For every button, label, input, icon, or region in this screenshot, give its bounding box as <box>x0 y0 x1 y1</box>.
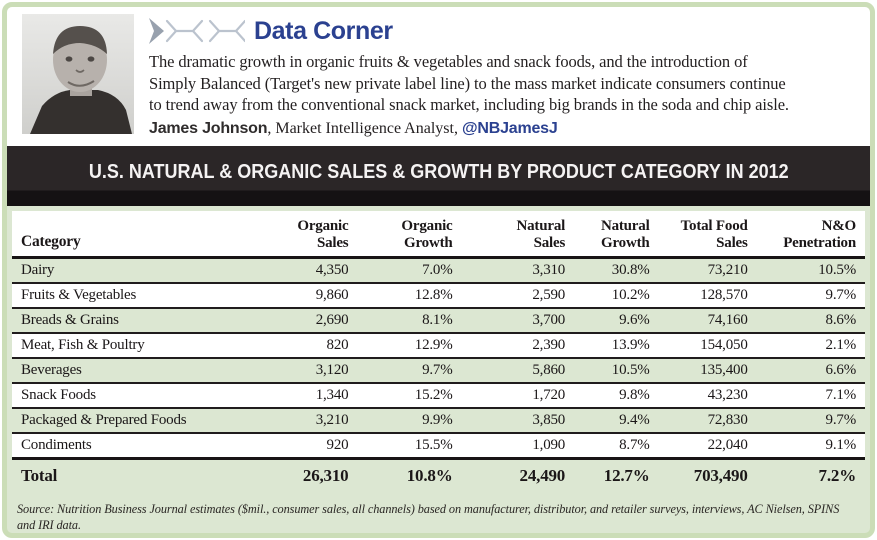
cell-natural-sales: 1,090 <box>532 437 566 453</box>
data-table: Category Organic Sales Organic Growth Natu… <box>12 211 865 490</box>
cell-organic-sales: 26,310 <box>302 466 349 485</box>
cell-natural-sales: 3,700 <box>532 312 566 328</box>
author-photo <box>22 14 134 134</box>
cell-penetration: 10.5% <box>818 262 856 278</box>
cell-total-food-sales: 128,570 <box>700 287 748 303</box>
cell-organic-growth: 10.8% <box>406 466 453 485</box>
section-banner: U.S. NATURAL & ORGANIC SALES & GROWTH BY… <box>7 146 870 206</box>
cell-penetration: 6.6% <box>825 362 857 378</box>
table-header-row: Category Organic Sales Organic Growth Natu… <box>12 211 865 259</box>
page-title: Data Corner <box>254 16 393 45</box>
footnote-line-1: Source: Nutrition Business Journal estim… <box>17 502 840 532</box>
table-row-breads-grains: Breads & Grains 2,690 8.1% 3,700 9.6% 74… <box>12 308 865 333</box>
cell-penetration: 8.6% <box>825 312 857 328</box>
column-header-penetration: N&O Penetration <box>756 211 865 259</box>
cell-natural-growth: 9.6% <box>619 312 650 328</box>
cell-category: Total <box>21 466 58 485</box>
column-header-total-food-sales: Total Food Sales <box>658 211 757 259</box>
bowtie-strand-icon <box>149 16 245 46</box>
cell-category: Fruits & Vegetables <box>21 287 137 303</box>
cell-organic-sales: 4,350 <box>315 262 349 278</box>
cell-total-food-sales: 72,830 <box>707 412 748 428</box>
cell-category: Meat, Fish & Poultry <box>21 337 145 353</box>
cell-category: Dairy <box>21 262 55 278</box>
byline: James Johnson, Market Intelligence Analy… <box>149 120 870 138</box>
cell-total-food-sales: 74,160 <box>707 312 748 328</box>
twitter-handle-link[interactable]: @NBJamesJ <box>461 119 558 137</box>
cell-organic-sales: 820 <box>326 337 349 353</box>
header-panel: Data Corner The dramatic growth in organ… <box>7 7 870 146</box>
cell-total-food-sales: 703,490 <box>693 466 748 485</box>
table-row-fruits-vegetables: Fruits & Vegetables 9,860 12.8% 2,590 10… <box>12 283 865 308</box>
byline-author-name: James Johnson <box>149 119 268 137</box>
cell-natural-growth: 10.5% <box>611 362 650 378</box>
column-header-category: Category <box>12 211 268 259</box>
table-row-packaged-prepared-foods: Packaged & Prepared Foods 3,210 9.9% 3,8… <box>12 408 865 433</box>
cell-natural-sales: 3,310 <box>532 262 566 278</box>
byline-author-role: , Market Intelligence Analyst, <box>267 119 462 137</box>
cell-natural-growth: 8.7% <box>619 437 650 453</box>
cell-natural-sales: 2,590 <box>532 287 566 303</box>
cell-organic-sales: 1,340 <box>315 387 349 403</box>
cell-organic-sales: 3,210 <box>315 412 349 428</box>
cell-organic-growth: 12.9% <box>414 337 453 353</box>
table-row-total: Total 26,310 10.8% 24,490 12.7% 703,490 … <box>12 458 865 490</box>
cell-organic-growth: 15.5% <box>414 437 453 453</box>
cell-category: Condiments <box>21 437 92 453</box>
intro-paragraph: The dramatic growth in organic fruits & … <box>149 52 789 114</box>
cell-natural-growth: 30.8% <box>611 262 650 278</box>
cell-penetration: 7.2% <box>818 466 857 485</box>
cell-natural-sales: 24,490 <box>519 466 566 485</box>
table-area: Category Organic Sales Organic Growth Natu… <box>12 211 865 490</box>
cell-penetration: 7.1% <box>825 387 857 403</box>
header-text-block: Data Corner The dramatic growth in organ… <box>149 7 870 146</box>
cell-organic-growth: 8.1% <box>422 312 453 328</box>
cell-penetration: 9.1% <box>825 437 857 453</box>
cell-organic-growth: 9.9% <box>422 412 453 428</box>
cell-natural-growth: 10.2% <box>611 287 650 303</box>
column-header-organic-sales: Organic Sales <box>267 211 358 259</box>
cell-total-food-sales: 135,400 <box>700 362 748 378</box>
cell-category: Snack Foods <box>21 387 96 403</box>
table-row-beverages: Beverages 3,120 9.7% 5,860 10.5% 135,400… <box>12 358 865 383</box>
cell-total-food-sales: 43,230 <box>707 387 748 403</box>
cell-natural-sales: 2,390 <box>532 337 566 353</box>
cell-natural-growth: 9.8% <box>619 387 650 403</box>
column-header-organic-growth: Organic Growth <box>357 211 462 259</box>
cell-category: Packaged & Prepared Foods <box>21 412 187 428</box>
column-header-natural-sales: Natural Sales <box>461 211 575 259</box>
footnote-line-2: Penetration indicates each natural and o… <box>17 533 856 538</box>
cell-total-food-sales: 73,210 <box>707 262 748 278</box>
cell-natural-sales: 3,850 <box>532 412 566 428</box>
cell-natural-growth: 13.9% <box>611 337 650 353</box>
cell-organic-sales: 3,120 <box>315 362 349 378</box>
cell-natural-growth: 12.7% <box>603 466 650 485</box>
cell-organic-sales: 2,690 <box>315 312 349 328</box>
cell-organic-sales: 920 <box>326 437 349 453</box>
cell-natural-growth: 9.4% <box>619 412 650 428</box>
cell-organic-growth: 7.0% <box>422 262 453 278</box>
cell-penetration: 2.1% <box>825 337 857 353</box>
table-row-snack-foods: Snack Foods 1,340 15.2% 1,720 9.8% 43,23… <box>12 383 865 408</box>
cell-organic-growth: 15.2% <box>414 387 453 403</box>
cell-organic-growth: 9.7% <box>422 362 453 378</box>
cell-organic-sales: 9,860 <box>315 287 349 303</box>
cell-organic-growth: 12.8% <box>414 287 453 303</box>
banner-title: U.S. NATURAL & ORGANIC SALES & GROWTH BY… <box>88 160 789 183</box>
source-footnote: Source: Nutrition Business Journal estim… <box>7 490 870 538</box>
cell-total-food-sales: 22,040 <box>707 437 748 453</box>
table-row-condiments: Condiments 920 15.5% 1,090 8.7% 22,040 9… <box>12 433 865 459</box>
cell-category: Beverages <box>21 362 82 378</box>
cell-natural-sales: 5,860 <box>532 362 566 378</box>
cell-category: Breads & Grains <box>21 312 119 328</box>
table-row-dairy: Dairy 4,350 7.0% 3,310 30.8% 73,210 10.5… <box>12 257 865 283</box>
cell-penetration: 9.7% <box>825 412 857 428</box>
cell-total-food-sales: 154,050 <box>700 337 748 353</box>
cell-penetration: 9.7% <box>825 287 857 303</box>
cell-natural-sales: 1,720 <box>532 387 566 403</box>
table-row-meat-fish-poultry: Meat, Fish & Poultry 820 12.9% 2,390 13.… <box>12 333 865 358</box>
author-portrait-photo <box>22 14 134 134</box>
column-header-natural-growth: Natural Growth <box>574 211 659 259</box>
